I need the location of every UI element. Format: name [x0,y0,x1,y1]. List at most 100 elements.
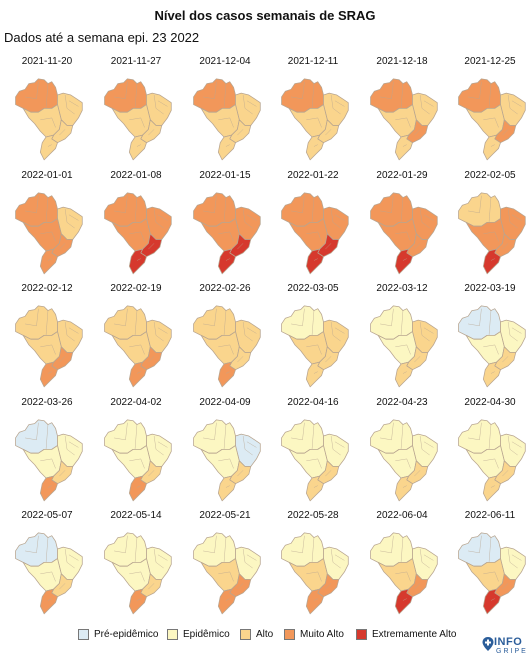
state-borders [291,195,345,261]
brazil-map [370,305,438,388]
region-north [15,532,58,567]
region-south [305,248,324,275]
map-panel: 2022-04-16 [270,393,356,505]
region-south [39,134,58,161]
region-southeast [140,119,163,144]
state-borders [380,195,434,261]
region-south [128,475,147,502]
state-borders [468,535,522,601]
state-borders [468,195,522,261]
page-subtitle: Dados até a semana epi. 23 2022 [4,30,200,45]
region-south [39,248,58,275]
region-southeast [494,346,517,371]
region-south [217,588,236,615]
legend-item-pre: Pré-epidêmico [78,624,158,644]
map-panel: 2022-06-04 [359,506,445,618]
map-panel: 2022-03-26 [4,393,90,505]
region-southeast [406,233,429,258]
region-south [482,475,501,502]
region-southeast [406,346,429,371]
region-north [193,532,236,567]
region-south [305,361,324,388]
infogripe-logo: INFO GRIPE [480,636,526,658]
region-southeast [51,119,74,144]
region-southeast [140,460,163,485]
region-southeast [51,460,74,485]
brazil-map [458,532,526,615]
state-borders [25,422,79,488]
region-north [370,419,413,454]
region-southeast [494,233,517,258]
brazil-map [193,532,261,615]
map-panel: 2021-12-25 [447,52,530,164]
map-panel: 2022-02-12 [4,279,90,391]
region-southeast [494,573,517,598]
region-south [482,361,501,388]
panel-week-label: 2022-02-05 [464,170,516,181]
state-borders [203,81,257,147]
region-north [281,532,324,567]
region-north [458,305,501,340]
map-panel: 2021-12-04 [182,52,268,164]
map-panel: 2022-06-11 [447,506,530,618]
region-south [217,475,236,502]
region-north [370,305,413,340]
map-panel: 2022-04-02 [93,393,179,505]
state-borders [468,308,522,374]
region-southeast [51,233,74,258]
region-north [458,532,501,567]
state-borders [291,422,345,488]
region-southeast [140,233,163,258]
brazil-map [193,78,261,161]
region-southeast [317,233,340,258]
state-borders [468,422,522,488]
region-south [305,134,324,161]
state-borders [380,308,434,374]
panel-week-label: 2022-05-07 [21,510,73,521]
brazil-map [104,305,172,388]
region-southeast [317,460,340,485]
legend-swatch-pre [78,628,89,640]
region-north [370,78,413,113]
state-borders [114,81,168,147]
state-borders [114,535,168,601]
panel-week-label: 2022-03-26 [21,397,73,408]
panel-week-label: 2022-05-14 [110,510,162,521]
map-panel: 2022-04-09 [182,393,268,505]
region-north [370,192,413,227]
map-panel: 2022-02-26 [182,279,268,391]
brazil-map [104,192,172,275]
panel-week-label: 2022-03-05 [287,283,339,294]
map-panel: 2022-03-12 [359,279,445,391]
region-north [458,78,501,113]
brazil-map [15,419,83,502]
region-north [15,419,58,454]
panel-week-label: 2022-02-19 [110,283,162,294]
map-panel: 2022-03-05 [270,279,356,391]
panel-week-label: 2021-11-27 [110,56,162,67]
legend-label-muito: Muito Alto [300,628,344,640]
legend-item-epi: Epidêmico [167,624,230,644]
region-south [128,134,147,161]
map-panel: 2021-12-18 [359,52,445,164]
legend-label-alto: Alto [256,628,274,640]
brazil-map [193,192,261,275]
region-north [193,78,236,113]
state-borders [291,81,345,147]
map-panel: 2022-02-05 [447,166,530,278]
region-south [217,361,236,388]
panel-week-label: 2022-03-12 [376,283,428,294]
state-borders [114,422,168,488]
brazil-map [458,305,526,388]
legend-label-epi: Epidêmico [183,628,230,640]
brazil-map [281,419,349,502]
legend-swatch-muito [284,628,295,640]
region-south [482,134,501,161]
panel-week-label: 2022-06-04 [376,510,428,521]
region-north [193,305,236,340]
region-north [281,78,324,113]
panel-week-label: 2022-01-15 [199,170,251,181]
state-borders [203,195,257,261]
panel-week-label: 2022-02-12 [21,283,73,294]
region-southeast [51,573,74,598]
